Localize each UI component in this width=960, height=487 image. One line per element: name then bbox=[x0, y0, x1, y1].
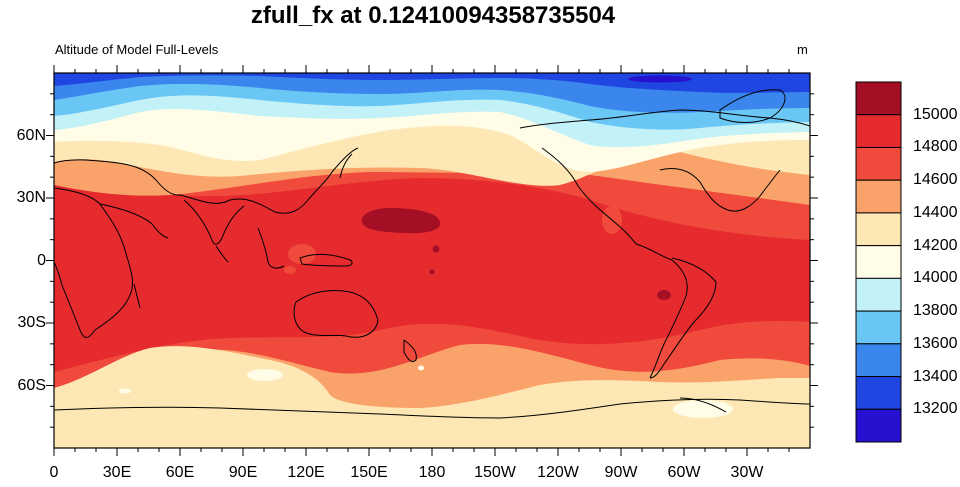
australia bbox=[293, 289, 379, 338]
lon-tick-label: 30E bbox=[102, 464, 132, 481]
lon-tick-label: 180 bbox=[418, 464, 446, 481]
band-14000-south-d bbox=[418, 365, 424, 371]
south-america-west bbox=[635, 243, 688, 379]
max-15000-d bbox=[657, 290, 671, 300]
band-14000-south-b bbox=[673, 400, 733, 418]
antarctica bbox=[54, 398, 810, 419]
plot-title: zfull_fx at 0.12410094358735504 bbox=[250, 2, 616, 29]
colorbar-swatch bbox=[855, 343, 902, 378]
lon-tick-label: 60E bbox=[165, 464, 195, 481]
colorbar-label: 15000 bbox=[913, 105, 958, 123]
variable-units: m bbox=[797, 42, 808, 57]
lat-tick-label: 60N bbox=[16, 126, 46, 144]
colorbar-swatch bbox=[855, 114, 902, 148]
colorbar-label: 14000 bbox=[913, 269, 958, 287]
lat-tick-label: 30N bbox=[16, 189, 46, 206]
colorbar-label: 13200 bbox=[913, 400, 958, 418]
north-america-east bbox=[659, 168, 781, 212]
japan bbox=[339, 153, 353, 179]
lon-tick-label: 150W bbox=[474, 464, 516, 481]
coastlines bbox=[54, 89, 810, 419]
lat-tick-label: 60S bbox=[17, 376, 46, 394]
min-14600-b bbox=[284, 266, 296, 274]
colorbar-label: 14200 bbox=[913, 236, 958, 254]
tick-marks bbox=[46, 65, 818, 456]
colorbar-label: 14400 bbox=[913, 203, 958, 221]
max-15000-c bbox=[429, 269, 435, 275]
colorbar-swatch bbox=[855, 146, 902, 181]
colorbar-swatch bbox=[855, 277, 902, 312]
lat-tick-label: 30S bbox=[17, 314, 46, 331]
indochina bbox=[257, 227, 285, 269]
colorbar-label: 14600 bbox=[913, 171, 958, 189]
min-14600-a bbox=[288, 244, 316, 264]
band-14200-south bbox=[54, 346, 810, 448]
colorbar bbox=[855, 81, 902, 443]
lon-tick-label: 90W bbox=[604, 464, 638, 481]
new-guinea bbox=[299, 253, 353, 267]
eurasia-south-coast bbox=[54, 147, 359, 214]
colorbar-label: 14800 bbox=[913, 138, 958, 156]
colorbar-swatch bbox=[855, 310, 902, 345]
south-america-east bbox=[649, 257, 717, 379]
band-13200 bbox=[54, 73, 810, 93]
max-15000-a bbox=[361, 207, 441, 234]
lon-tick-label: 60W bbox=[667, 464, 701, 481]
lon-tick-label: 150E bbox=[350, 464, 388, 481]
colorbar-swatch bbox=[855, 179, 902, 214]
colorbar-swatch bbox=[855, 245, 902, 279]
band-13000 bbox=[628, 75, 692, 83]
lon-tick-label: 0 bbox=[49, 464, 59, 481]
band-14000-south-c bbox=[119, 388, 131, 394]
greenland bbox=[719, 89, 786, 123]
colorbar-label: 13800 bbox=[913, 302, 958, 320]
new-zealand bbox=[403, 339, 417, 363]
contour-fill bbox=[54, 73, 810, 448]
north-america-arctic bbox=[519, 109, 810, 129]
colorbar-label: 13600 bbox=[913, 334, 958, 352]
lon-tick-label: 90E bbox=[228, 464, 258, 481]
variable-long-name: Altitude of Model Full-Levels bbox=[55, 42, 219, 57]
north-america-west bbox=[541, 147, 637, 245]
lon-tick-label: 30W bbox=[730, 464, 764, 481]
colorbar-swatch bbox=[855, 212, 902, 247]
africa bbox=[54, 187, 133, 338]
lat-tick-label: 0 bbox=[37, 251, 46, 269]
madagascar bbox=[133, 283, 141, 309]
colorbar-swatch bbox=[855, 376, 902, 410]
colorbar-label: 13400 bbox=[913, 367, 958, 385]
colorbar-swatch bbox=[855, 408, 902, 443]
lon-tick-label: 120W bbox=[537, 464, 579, 481]
band-14000-south-a bbox=[247, 369, 283, 381]
arabia bbox=[99, 203, 169, 239]
antarctic-peninsula bbox=[679, 397, 727, 413]
india bbox=[183, 199, 245, 245]
colorbar-swatch bbox=[855, 81, 902, 116]
max-15000-b bbox=[432, 245, 440, 253]
lon-tick-label: 120E bbox=[287, 464, 325, 481]
sri-lanka bbox=[215, 245, 229, 263]
